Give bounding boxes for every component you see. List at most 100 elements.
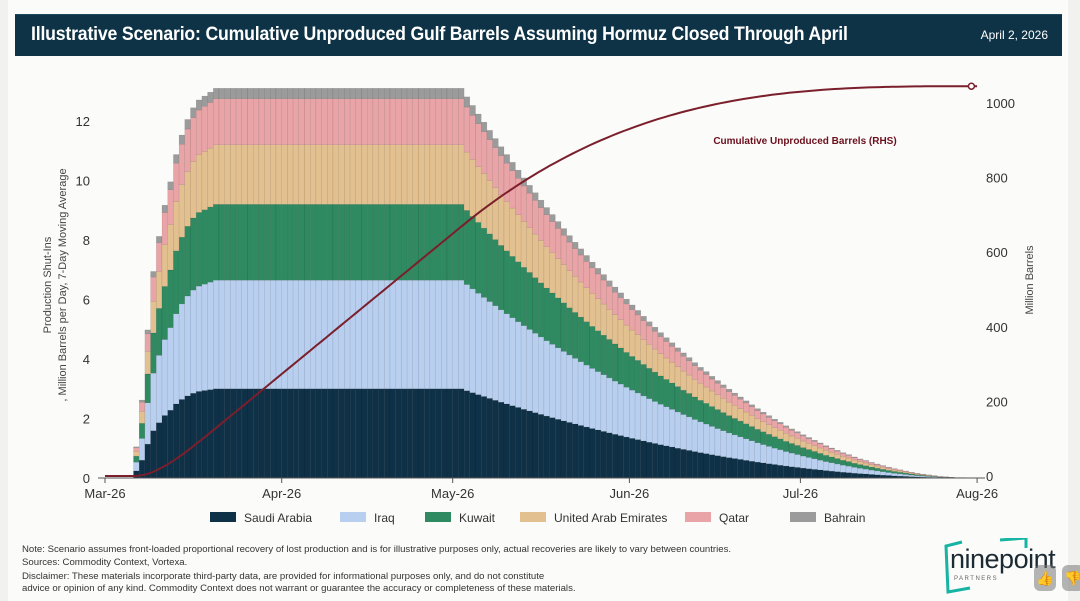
bar-bahrain xyxy=(583,255,590,262)
bar-saudi-arabia xyxy=(452,388,459,479)
bar-kuwait xyxy=(332,204,339,281)
bar-saudi-arabia xyxy=(851,472,858,479)
bar-saudi-arabia xyxy=(235,388,243,479)
bar-qatar xyxy=(498,155,505,195)
bar-kuwait xyxy=(748,426,755,442)
bar-saudi-arabia xyxy=(195,391,203,479)
bar-united-arab-emirates xyxy=(657,353,664,377)
bar-saudi-arabia xyxy=(560,420,567,479)
bar-united-arab-emirates xyxy=(315,144,322,205)
bar-united-arab-emirates xyxy=(395,144,402,205)
bar-united-arab-emirates xyxy=(509,207,516,257)
thumbs-down-icon[interactable]: 👎 xyxy=(1062,565,1080,591)
bar-saudi-arabia xyxy=(230,388,237,479)
bar-iraq xyxy=(367,279,374,389)
bar-bahrain xyxy=(195,99,203,111)
bar-kuwait xyxy=(640,364,647,397)
bar-kuwait xyxy=(452,204,459,281)
bar-qatar xyxy=(424,98,431,145)
bar-qatar xyxy=(492,147,499,188)
bar-kuwait xyxy=(657,375,664,405)
bar-saudi-arabia xyxy=(424,388,431,479)
bar-iraq xyxy=(230,279,237,389)
bar-qatar xyxy=(862,460,869,464)
report-date: April 2, 2026 xyxy=(980,28,1048,42)
bar-kuwait xyxy=(372,204,379,281)
bar-united-arab-emirates xyxy=(469,159,476,217)
bar-kuwait xyxy=(652,371,659,402)
bar-qatar xyxy=(173,162,180,202)
bar-iraq xyxy=(828,462,835,472)
bar-qatar xyxy=(230,98,237,145)
bar-bahrain xyxy=(292,88,300,99)
bar-qatar xyxy=(532,200,539,235)
bar-saudi-arabia xyxy=(224,388,231,479)
legend-label: Saudi Arabia xyxy=(244,511,312,525)
bar-qatar xyxy=(640,320,647,340)
bar-kuwait xyxy=(384,204,391,281)
bar-bahrain xyxy=(344,88,351,99)
bars-layer xyxy=(133,88,966,479)
bar-saudi-arabia xyxy=(486,398,493,479)
thumbs-up-icon[interactable]: 👍 xyxy=(1034,565,1056,591)
bar-kuwait xyxy=(771,436,778,449)
bar-kuwait xyxy=(811,451,818,460)
bar-united-arab-emirates xyxy=(726,401,733,416)
bar-kuwait xyxy=(401,204,408,281)
bar-bahrain xyxy=(686,357,693,361)
bar-kuwait xyxy=(634,360,641,394)
bar-iraq xyxy=(891,473,898,477)
bar-united-arab-emirates xyxy=(156,271,163,309)
bar-iraq xyxy=(600,374,607,432)
bar-qatar xyxy=(720,387,727,399)
bar-iraq xyxy=(156,355,163,423)
bar-bahrain xyxy=(190,107,197,118)
bar-united-arab-emirates xyxy=(754,418,761,430)
y2-tick-label: 600 xyxy=(986,245,1008,260)
bar-kuwait xyxy=(475,222,482,294)
bar-qatar xyxy=(623,303,630,326)
x-tick-label: Apr-26 xyxy=(262,486,301,501)
bar-united-arab-emirates xyxy=(424,144,431,205)
bar-united-arab-emirates xyxy=(800,440,807,448)
footer-disclaimer-1: Disclaimer: These materials incorporate … xyxy=(22,571,545,582)
bar-united-arab-emirates xyxy=(412,144,419,205)
bar-qatar xyxy=(800,435,807,442)
bar-iraq xyxy=(429,279,436,389)
bar-bahrain xyxy=(475,113,482,124)
legend-item: Bahrain xyxy=(790,511,865,525)
bar-kuwait xyxy=(190,217,197,291)
bar-bahrain xyxy=(823,445,830,447)
bar-saudi-arabia xyxy=(252,388,260,479)
bar-saudi-arabia xyxy=(469,392,476,479)
bar-kuwait xyxy=(207,206,214,283)
bar-united-arab-emirates xyxy=(549,252,556,294)
bar-iraq xyxy=(840,464,847,473)
bar-qatar xyxy=(298,98,305,145)
bar-qatar xyxy=(703,374,710,388)
bar-kuwait xyxy=(481,227,488,298)
bar-qatar xyxy=(794,432,801,439)
bar-bahrain xyxy=(834,450,841,452)
bar-qatar xyxy=(481,131,488,174)
bar-bahrain xyxy=(406,88,414,99)
bar-bahrain xyxy=(463,96,471,108)
bar-kuwait xyxy=(241,204,248,281)
bar-united-arab-emirates xyxy=(680,370,687,391)
bar-iraq xyxy=(207,281,214,390)
bar-united-arab-emirates xyxy=(458,144,465,205)
bar-united-arab-emirates xyxy=(481,173,488,229)
bar-saudi-arabia xyxy=(429,388,436,479)
bar-united-arab-emirates xyxy=(526,227,533,273)
bar-bahrain xyxy=(133,446,140,448)
bar-saudi-arabia xyxy=(617,435,624,479)
bar-bahrain xyxy=(481,121,488,132)
bar-qatar xyxy=(281,98,288,145)
bar-saudi-arabia xyxy=(555,419,562,479)
bar-qatar xyxy=(737,398,744,409)
bar-bahrain xyxy=(138,399,146,403)
bar-united-arab-emirates xyxy=(623,324,630,353)
bar-united-arab-emirates xyxy=(435,144,442,205)
bar-bahrain xyxy=(332,88,339,99)
bar-qatar xyxy=(572,248,579,277)
